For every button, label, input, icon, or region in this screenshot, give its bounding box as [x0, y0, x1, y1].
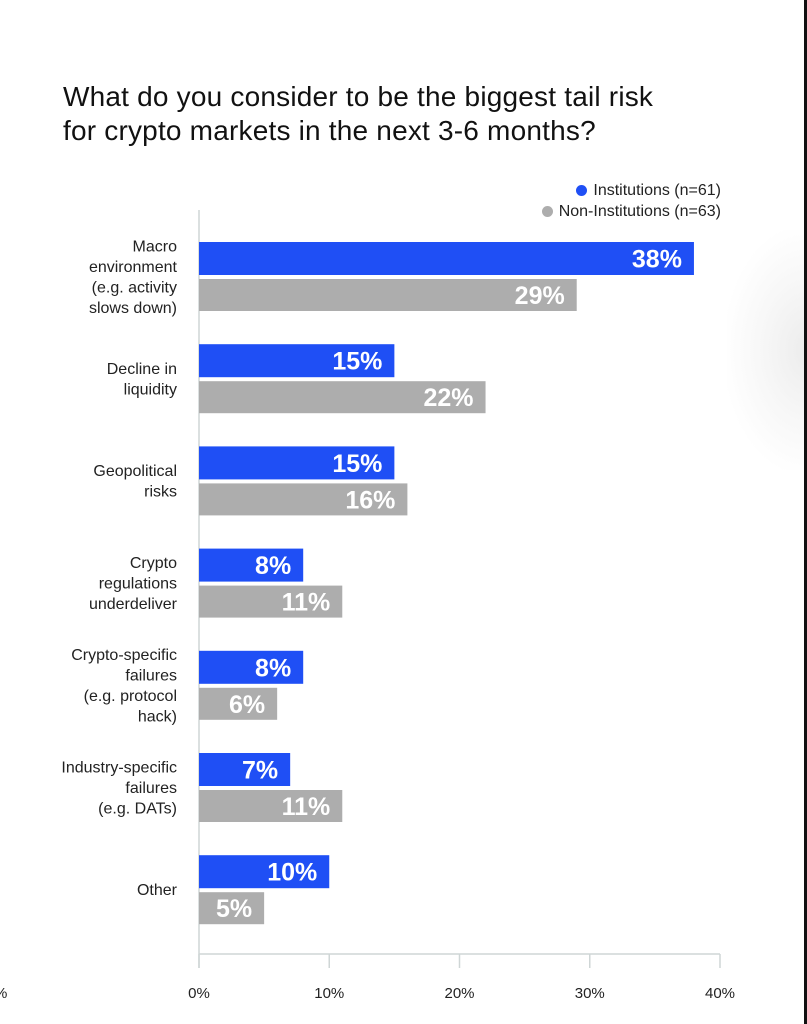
- bar-value-label: 6%: [229, 691, 265, 719]
- category-label: liquidity: [124, 381, 177, 398]
- bar-value-label: 11%: [282, 589, 331, 617]
- bar-value-label: 7%: [242, 757, 278, 785]
- category-label: Industry-specific: [61, 760, 177, 777]
- bar-value-label: 10%: [267, 859, 317, 887]
- bar-value-label: 38%: [632, 246, 682, 274]
- x-tick-label: 40%: [705, 985, 735, 1002]
- x-tick-label-cropped: %: [0, 985, 7, 1002]
- bar-non-institutions: [199, 892, 265, 925]
- bar-institutions: [199, 242, 694, 275]
- bar-value-label: 11%: [282, 793, 331, 821]
- bar-institutions: [199, 855, 330, 889]
- x-tick-label: 30%: [575, 985, 605, 1002]
- title-line: What do you consider to be the biggest t…: [63, 81, 654, 112]
- bar-non-institutions: [199, 585, 343, 618]
- bar-value-label: 8%: [255, 552, 291, 580]
- category-label: Macro: [133, 238, 178, 255]
- chart-title: What do you consider to be the biggest t…: [63, 80, 653, 148]
- category-label: Other: [137, 882, 178, 899]
- legend-swatch-blue: [576, 185, 588, 196]
- bar-non-institutions: [199, 483, 408, 516]
- x-tick-label: 20%: [444, 985, 474, 1002]
- bar-institutions: [199, 650, 304, 684]
- category-label: Crypto-specific: [71, 647, 177, 664]
- bar-value-label: 8%: [255, 654, 291, 682]
- bar-institutions: [199, 548, 304, 582]
- category-label: Decline in: [107, 361, 177, 378]
- category-label: Crypto: [130, 555, 177, 572]
- legend-label: Non-Institutions (n=63): [558, 203, 721, 220]
- category-label: (e.g. protocol: [84, 688, 177, 705]
- legend-label: Institutions (n=61): [593, 182, 721, 199]
- bar-non-institutions: [199, 790, 343, 822]
- category-label: environment: [89, 259, 178, 276]
- legend-swatch-gray: [541, 206, 553, 217]
- title-line: for crypto markets in the next 3-6 month…: [63, 115, 596, 146]
- legend: Institutions (n=61) Non-Institutions (n=…: [541, 180, 721, 222]
- category-label: underdeliver: [89, 596, 178, 613]
- category-label: hack): [138, 709, 177, 726]
- legend-item-institutions: Institutions (n=61): [542, 180, 721, 201]
- bar-value-label: 15%: [332, 348, 382, 376]
- category-label: regulations: [99, 576, 177, 593]
- category-label: (e.g. activity: [92, 279, 177, 296]
- category-label: (e.g. DATs): [98, 801, 177, 818]
- bar-value-label: 15%: [332, 450, 382, 478]
- x-tick-label: 10%: [314, 985, 344, 1002]
- bar-institutions: [199, 446, 395, 480]
- bar-value-label: 16%: [345, 486, 395, 514]
- bar-institutions: [199, 344, 395, 378]
- category-label: slows down): [89, 300, 177, 317]
- background-shadow: [727, 230, 807, 470]
- category-label: failures: [125, 780, 177, 797]
- window-edge: [804, 0, 807, 1024]
- bar-non-institutions: [199, 279, 577, 311]
- category-label: failures: [125, 668, 177, 685]
- bar-value-label: 22%: [424, 384, 474, 412]
- bar-value-label: 5%: [216, 895, 252, 923]
- x-tick-label: 0%: [188, 985, 210, 1002]
- category-label: Geopolitical: [93, 463, 177, 480]
- legend-item-non-institutions: Non-Institutions (n=63): [541, 201, 721, 222]
- bar-non-institutions: [199, 687, 278, 720]
- bar-value-label: 29%: [515, 282, 565, 310]
- category-label: risks: [144, 484, 177, 501]
- bar-non-institutions: [199, 381, 486, 414]
- bar-institutions: [199, 753, 291, 786]
